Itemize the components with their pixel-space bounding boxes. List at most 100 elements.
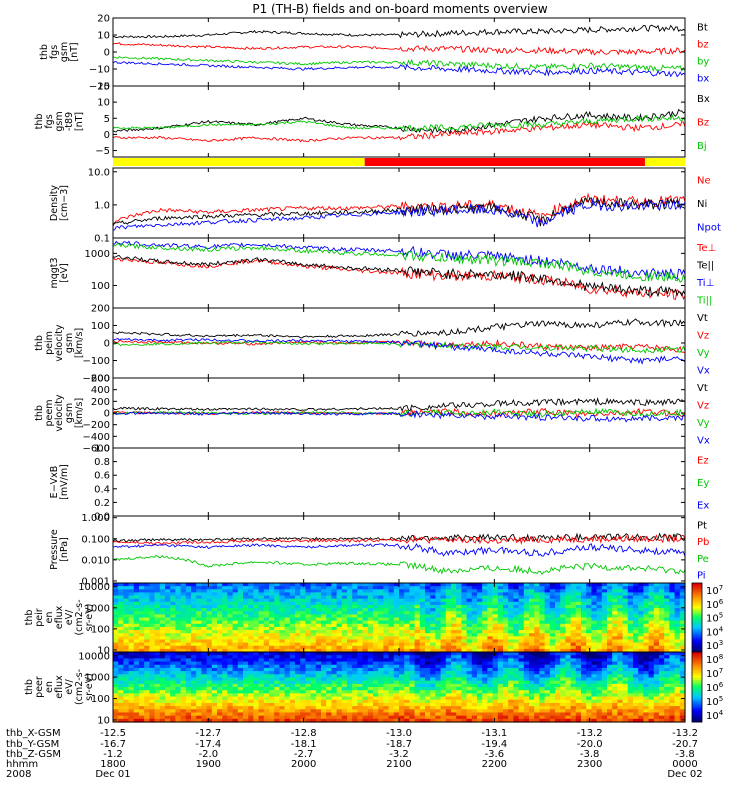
- y-tick-label: −10: [89, 65, 110, 76]
- y-tick-label: 10: [97, 31, 110, 42]
- series-vt: [113, 319, 685, 338]
- legend-entry: Vy: [697, 348, 710, 359]
- series-vt: [113, 399, 685, 411]
- y-tick-label: 1.0: [94, 444, 110, 455]
- panel-8: 1.0000.1000.0100.001Pressure[nPa]PtPbPeP…: [49, 513, 709, 587]
- legend-entry: Ey: [697, 478, 709, 489]
- y-tick-label: 0.6: [94, 471, 110, 482]
- legend-entry: Bz: [697, 118, 709, 129]
- y-tick-label: −200: [83, 420, 110, 431]
- figure-title: P1 (TH-B) fields and on-board moments ov…: [252, 2, 548, 16]
- legend-entry: Ti⊥: [696, 278, 714, 289]
- series-pi: [113, 544, 685, 557]
- colorbar-tick-label: 106: [706, 598, 724, 611]
- series-pb: [113, 535, 685, 544]
- y-tick-label: 20: [97, 14, 110, 25]
- y-tick-label: 0.100: [81, 534, 110, 545]
- y-tick-label: 1.000: [81, 513, 110, 524]
- y-tick-label: 0.8: [94, 457, 110, 468]
- y-axis-label: [km/s]: [74, 328, 85, 358]
- series-pe: [113, 555, 685, 574]
- y-axis-label: [mV/m]: [59, 464, 70, 500]
- y-tick-label: 0: [104, 409, 110, 420]
- colorbar-tick-label: 104: [706, 625, 724, 638]
- y-tick-label: 200: [91, 397, 110, 408]
- y-tick-label: −100: [83, 356, 110, 367]
- legend-entry: Ex: [697, 501, 709, 512]
- legend-entry: Bx: [697, 94, 710, 105]
- y-tick-label: −400: [83, 432, 110, 443]
- legend-entry: bz: [697, 40, 709, 51]
- panel-frame: [113, 448, 685, 516]
- legend-entry: by: [697, 57, 709, 68]
- y-tick-label: 0.010: [81, 555, 110, 566]
- legend-entry: Pe: [697, 554, 709, 565]
- y-axis-label: sr-eV): [84, 604, 95, 632]
- legend-entry: Bt: [697, 23, 708, 34]
- y-tick-label: −5: [95, 146, 110, 157]
- legend-entry: Te||: [696, 260, 714, 271]
- series-tix: [113, 241, 685, 279]
- legend-entry: Vy: [697, 418, 710, 429]
- legend-entry: Vx: [697, 365, 710, 376]
- y-tick-label: 10.0: [88, 167, 110, 178]
- y-tick-label: 100: [91, 281, 110, 292]
- y-tick-label: 0: [104, 130, 110, 141]
- y-tick-label: 0: [104, 48, 110, 59]
- legend-entry: Pi: [697, 571, 706, 582]
- y-axis-label: [nT]: [74, 112, 85, 131]
- y-axis-label: [cm−3]: [59, 185, 70, 221]
- colorbar-tick-label: 103: [706, 639, 723, 652]
- y-tick-label: 0.1: [94, 234, 110, 245]
- y-tick-label: 0.2: [94, 498, 110, 509]
- y-tick-label: 10: [97, 98, 110, 109]
- series-bt: [113, 25, 685, 38]
- flag-bar-segment: [365, 158, 645, 166]
- legend-entry: Vt: [697, 383, 708, 394]
- y-tick-label: 0: [104, 339, 110, 350]
- legend-entry: Vt: [697, 313, 708, 324]
- y-tick-label: 1.0: [94, 200, 110, 211]
- legend-entry: bx: [697, 74, 709, 85]
- legend-entry: Ni: [697, 199, 707, 210]
- legend-entry: Ne: [697, 176, 711, 187]
- series-bx: [113, 62, 685, 77]
- legend-entry: Pt: [697, 520, 707, 531]
- colorbar-tick-label: 105: [706, 612, 723, 625]
- series-bx: [113, 110, 685, 134]
- y-tick-label: 200: [91, 304, 110, 315]
- legend-entry: Ti||: [696, 295, 712, 306]
- series-tixx: [113, 243, 685, 282]
- series-bz: [113, 43, 685, 55]
- y-tick-label: 15: [97, 82, 110, 93]
- legend-entry: Ez: [697, 455, 709, 466]
- y-tick-label: 0.4: [94, 484, 110, 495]
- y-tick-label: 100: [91, 321, 110, 332]
- y-axis-label: [km/s]: [74, 398, 85, 428]
- series-vy: [113, 341, 685, 353]
- series-bz: [113, 122, 685, 142]
- series-by: [113, 57, 685, 71]
- legend-entry: Npot: [697, 222, 721, 233]
- y-tick-label: 400: [91, 385, 110, 396]
- legend-entry: Vx: [697, 435, 710, 446]
- legend-entry: Bj: [697, 141, 707, 152]
- y-tick-label: 1000: [85, 249, 110, 260]
- legend-entry: Vz: [697, 400, 709, 411]
- colorbar-tick-label: 107: [706, 584, 723, 597]
- y-axis-label: [nT]: [69, 42, 80, 61]
- flag-bar-segment: [113, 158, 365, 166]
- series-tex: [113, 257, 685, 300]
- legend-entry: Pb: [697, 537, 709, 548]
